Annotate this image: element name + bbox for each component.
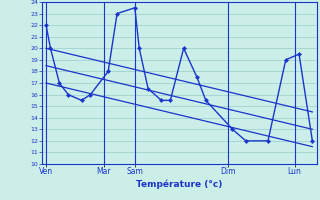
X-axis label: Température (°c): Température (°c)	[136, 179, 222, 189]
